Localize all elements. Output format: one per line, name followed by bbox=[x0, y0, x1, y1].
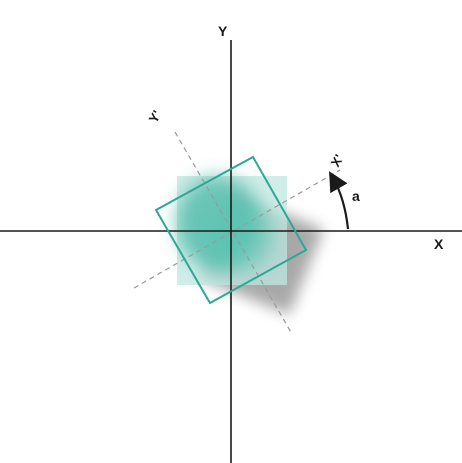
teal-glow bbox=[176, 176, 274, 272]
rotated-square bbox=[154, 155, 308, 305]
x-axis-label: X bbox=[434, 236, 444, 252]
y-axis-label: Y bbox=[218, 23, 228, 39]
y-prime-axis-label: Y' bbox=[146, 108, 165, 126]
angle-label: a bbox=[352, 188, 360, 204]
x-prime-axis bbox=[133, 169, 341, 289]
x-prime-axis-label: X' bbox=[328, 152, 347, 170]
rotation-arc bbox=[329, 171, 350, 230]
y-prime-axis bbox=[174, 131, 293, 335]
